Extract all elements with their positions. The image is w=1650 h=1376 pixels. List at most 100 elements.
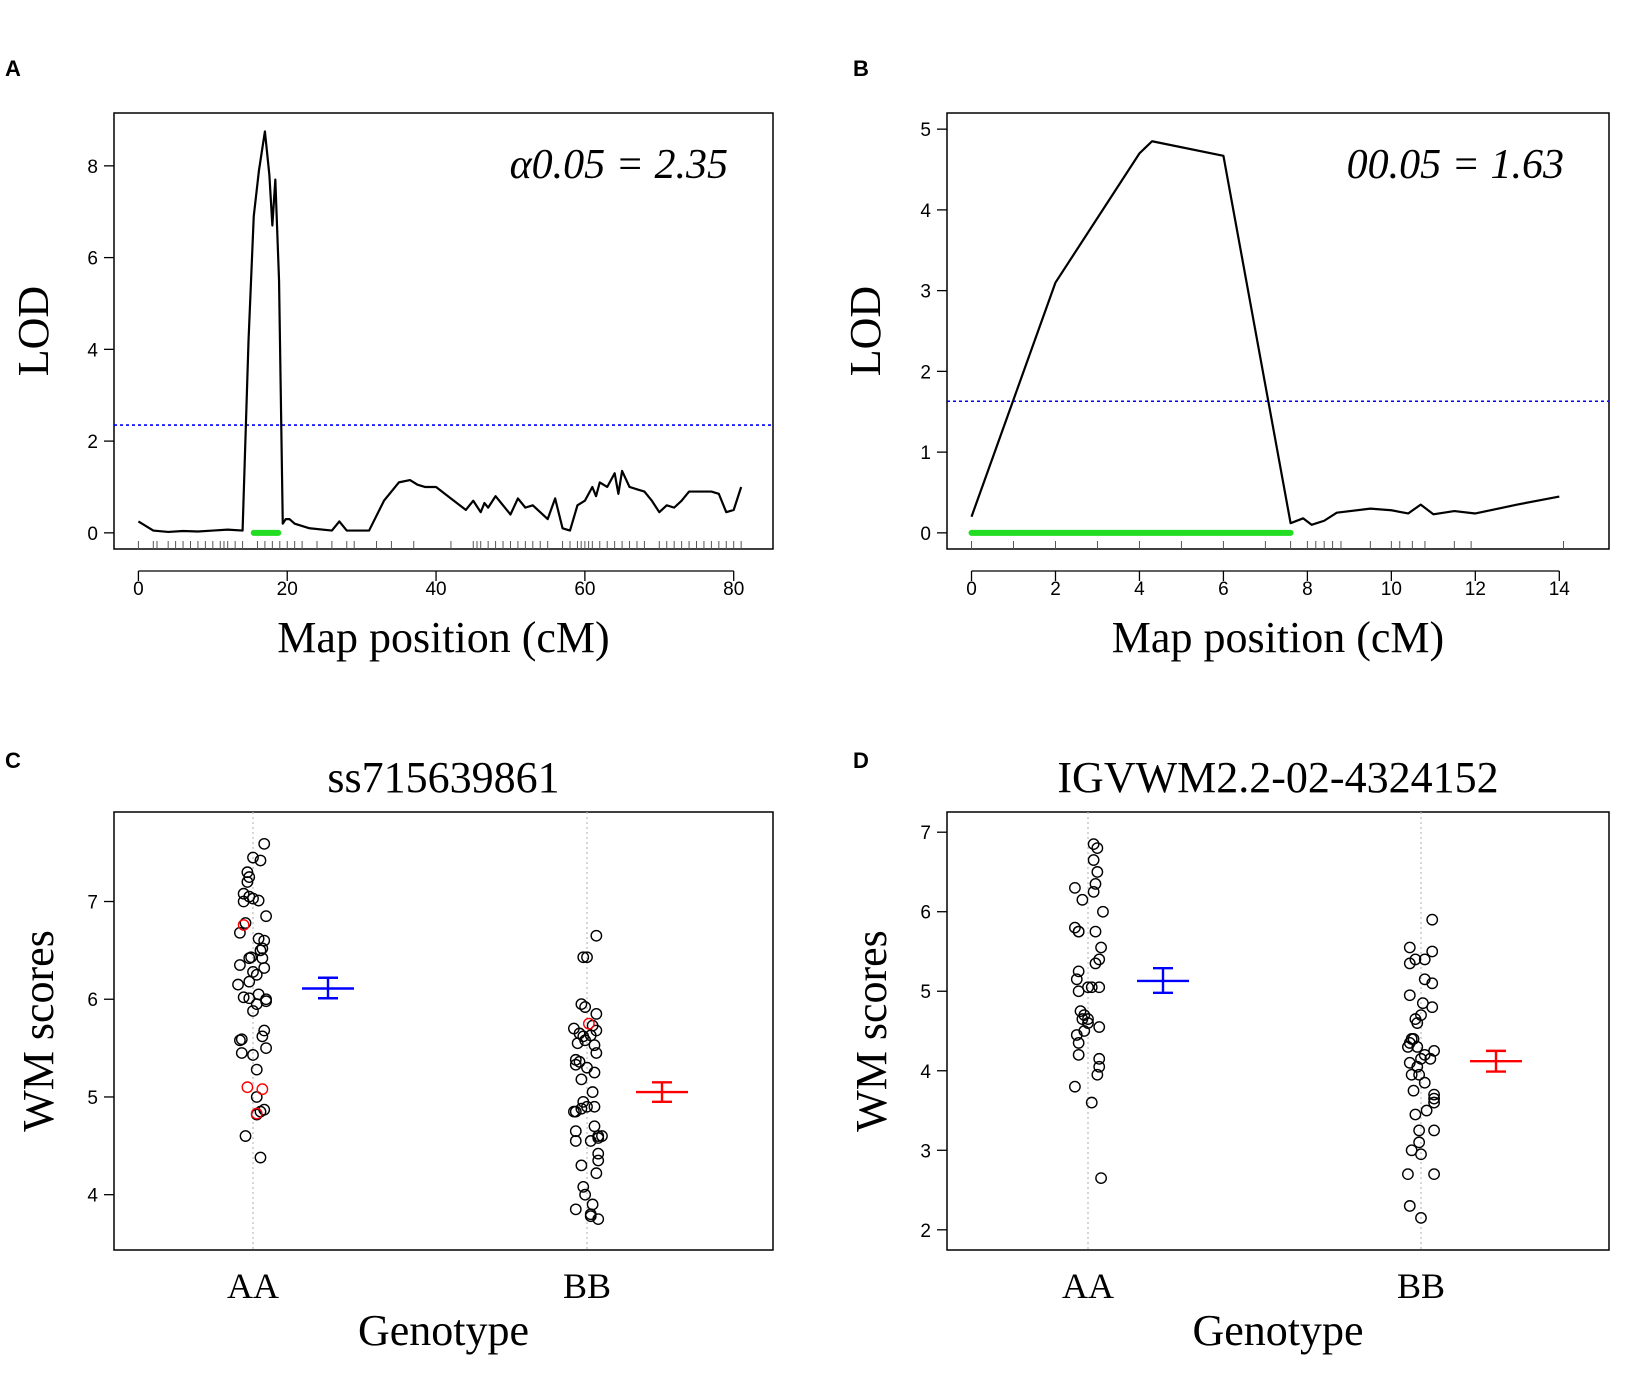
data-point [1082, 1013, 1094, 1025]
x-tick-label: 0 [133, 579, 144, 600]
plot-title: IGVWM2.2-02-4324152 [1057, 753, 1498, 802]
lod-series-line [137, 130, 743, 534]
y-tick-label: 8 [87, 157, 98, 178]
panel-label: D [853, 748, 869, 773]
data-point [1402, 1168, 1414, 1181]
y-axis-title: WM scores [847, 930, 896, 1132]
data-point [579, 1188, 592, 1201]
panel-d: D 2 3 4 5 6 7 WM scores Genotype IGVWM2.2-02-4324… [847, 748, 1610, 1355]
data-point [569, 1203, 582, 1216]
data-point [1413, 1136, 1426, 1149]
data-point [592, 1132, 605, 1144]
data-point [1076, 893, 1089, 906]
data-point [1405, 1068, 1418, 1081]
data-point [569, 1135, 582, 1147]
data-point [1415, 1211, 1427, 1224]
data-point [575, 1102, 588, 1115]
data-point [250, 998, 263, 1011]
data-point [1089, 877, 1102, 890]
data-point [592, 1154, 605, 1167]
data-point [1418, 953, 1431, 966]
data-point [577, 951, 590, 964]
plot-frame [946, 112, 1610, 550]
data-point [1087, 885, 1100, 898]
data-point [1072, 985, 1085, 998]
plot-frame [946, 811, 1610, 1251]
data-point [1411, 1060, 1424, 1073]
data-point [254, 854, 267, 867]
y-axis-title: LOD [841, 286, 890, 376]
data-point [254, 944, 267, 957]
data-point [1407, 1084, 1420, 1097]
y-tick-label: 4 [87, 1186, 98, 1207]
data-point [1072, 925, 1085, 938]
data-point [1074, 1005, 1087, 1018]
data-point [1093, 953, 1106, 966]
data-point-red [250, 1107, 263, 1120]
data-point [592, 1213, 605, 1226]
y-tick-label: 2 [920, 362, 931, 383]
y-tick-label: 0 [920, 524, 931, 545]
data-point [234, 1034, 246, 1047]
data-point [1428, 1088, 1440, 1101]
data-point [1403, 989, 1416, 1002]
data-point [581, 951, 593, 964]
data-point [590, 1007, 603, 1020]
data-point [1403, 941, 1416, 954]
data-point [1087, 854, 1100, 866]
panel-label: B [853, 56, 869, 81]
panel-label: A [5, 56, 21, 81]
data-point [235, 1047, 248, 1059]
data-point [569, 1125, 582, 1138]
category-label: BB [563, 1266, 611, 1306]
data-point [1087, 838, 1100, 851]
threshold-annotation: α0.05 = 2.35 [510, 142, 728, 188]
data-point [1069, 921, 1081, 934]
data-point [247, 1005, 259, 1017]
y-tick-label: 7 [87, 893, 98, 914]
y-axis-title: LOD [9, 286, 58, 376]
data-point [1426, 977, 1439, 990]
data-point [260, 1042, 272, 1055]
data-point [1426, 913, 1439, 926]
data-point [1424, 1052, 1437, 1065]
data-point [1070, 1029, 1083, 1041]
data-point [250, 1091, 263, 1103]
data-point [588, 1120, 601, 1133]
data-point [256, 1030, 269, 1043]
y-tick-label: 3 [920, 282, 931, 303]
x-tick-label: 8 [1302, 579, 1313, 600]
data-point [1411, 1041, 1424, 1053]
data-point [571, 1037, 584, 1050]
data-point [1072, 1048, 1085, 1061]
data-point [1097, 905, 1109, 918]
data-point [577, 1180, 590, 1193]
data-point [1428, 1124, 1440, 1137]
data-point [1093, 981, 1106, 994]
y-tick-label: 3 [920, 1141, 931, 1162]
data-point [584, 1135, 597, 1147]
data-point [1418, 1076, 1431, 1089]
category-label: AA [1062, 1266, 1114, 1306]
data-point [1089, 925, 1102, 938]
panel-label: C [5, 748, 21, 773]
x-tick-label: 2 [1050, 579, 1061, 600]
y-tick-label: 6 [920, 903, 931, 924]
y-tick-label: 4 [87, 340, 98, 361]
data-point [1415, 1148, 1427, 1161]
data-point [247, 965, 259, 978]
data-point [232, 978, 244, 991]
data-point [1072, 965, 1085, 978]
data-point [1085, 1096, 1098, 1109]
x-axis-title: Genotype [1192, 1306, 1363, 1355]
data-point [1069, 1080, 1081, 1093]
data-point [1095, 1172, 1107, 1185]
data-point [237, 991, 250, 1004]
data-point-red [237, 919, 250, 931]
data-point [1072, 1037, 1085, 1049]
x-axis-title: Map position (cM) [1112, 613, 1444, 662]
data-point [588, 1100, 601, 1113]
x-tick-label: 4 [1134, 579, 1145, 600]
data-point [579, 1034, 592, 1047]
